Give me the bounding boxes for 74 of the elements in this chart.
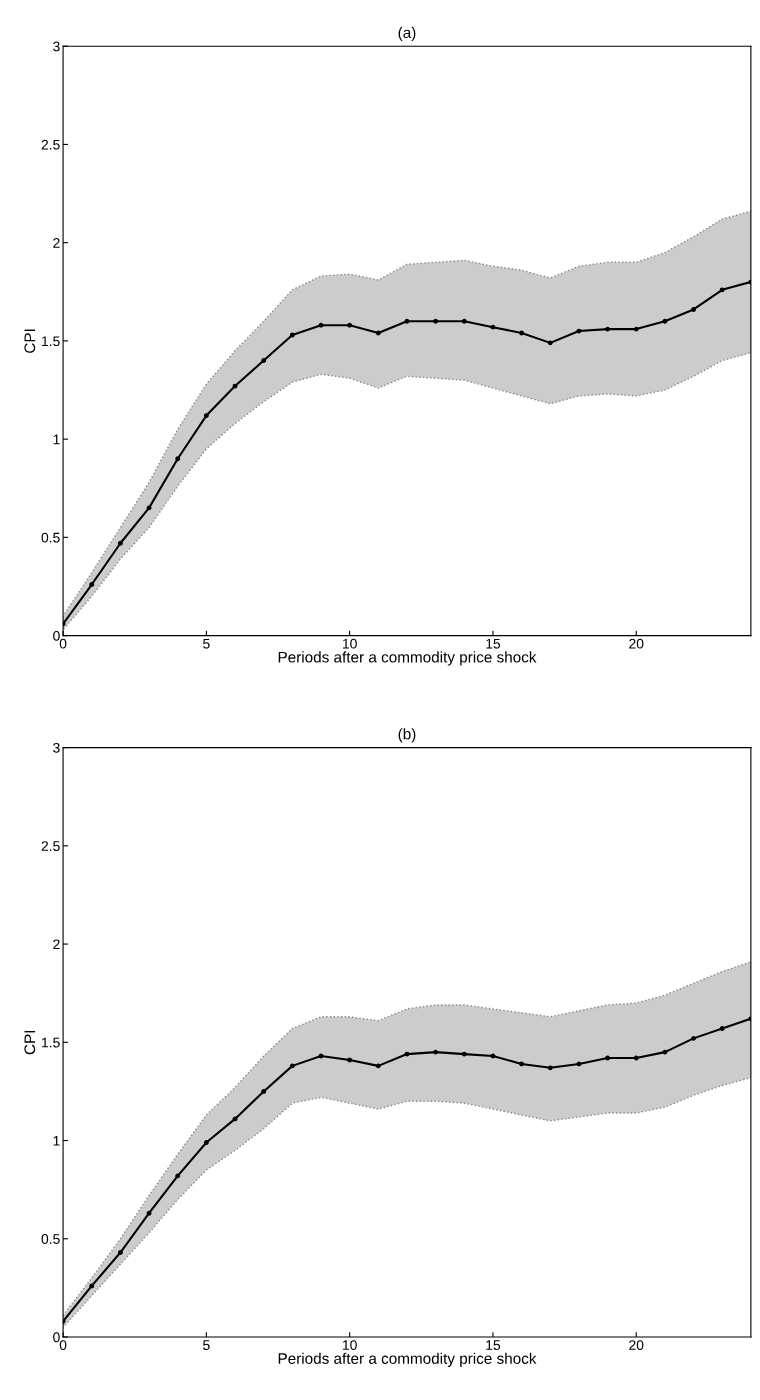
point (662, 318, 668, 324)
point (404, 1051, 410, 1057)
point (719, 1026, 725, 1031)
point (232, 383, 238, 389)
x-tick-label: 10 (343, 638, 357, 649)
point (117, 1250, 123, 1255)
point (633, 1055, 639, 1061)
y-tick-label: 0 (53, 1332, 60, 1343)
y-tick-label: 0 (53, 630, 60, 641)
point (375, 330, 381, 336)
point (691, 307, 696, 312)
point (203, 1140, 209, 1145)
point (261, 358, 267, 363)
x-tick-label: 10 (343, 1340, 357, 1350)
point (404, 318, 410, 324)
point (318, 322, 324, 328)
y-tick-label: 3 (53, 41, 60, 52)
point (89, 1283, 95, 1289)
y-tick-label: 1 (53, 1136, 60, 1146)
point (547, 340, 553, 346)
point (117, 540, 123, 546)
y-tick-label: 2.5 (41, 139, 60, 150)
x-tick-label: 5 (203, 638, 210, 649)
chart-title: (a) (398, 26, 416, 42)
x-tick-label: 20 (629, 638, 644, 649)
point (461, 318, 467, 324)
x-tick-label: 15 (486, 638, 501, 649)
y-tick-label: 1.5 (42, 336, 60, 347)
point (633, 326, 639, 332)
point (662, 1049, 668, 1055)
y-tick-label: 0.5 (41, 1234, 60, 1244)
point (490, 1053, 496, 1059)
point (347, 1057, 353, 1063)
point (289, 1063, 295, 1069)
point (605, 1055, 611, 1061)
chart-title: (b) (398, 728, 416, 743)
point (433, 318, 439, 324)
point (89, 582, 95, 587)
point (261, 1088, 267, 1094)
point (605, 326, 611, 332)
y-tick-label: 2 (53, 939, 60, 950)
x-axis-title: Periods after a commodity price shock (278, 1352, 537, 1367)
y-tick-label: 2.5 (41, 841, 60, 851)
y-tick-label: 0.5 (41, 532, 60, 543)
point (175, 456, 181, 462)
x-tick-label: 5 (203, 1340, 210, 1350)
point (576, 328, 582, 334)
y-tick-label: 3 (53, 742, 60, 753)
x-tick-label: 20 (629, 1340, 644, 1350)
point (232, 1116, 238, 1122)
y-tick-label: 1.5 (42, 1037, 60, 1048)
point (461, 1051, 467, 1057)
point (691, 1035, 696, 1041)
point (719, 287, 725, 293)
point (519, 1061, 525, 1067)
point (547, 1065, 553, 1071)
point (433, 1049, 439, 1055)
point (519, 330, 525, 336)
point (490, 324, 496, 330)
x-axis-title: Periods after a commodity price shock (278, 651, 537, 666)
y-tick-label: 1 (53, 434, 60, 445)
x-tick-label: 15 (486, 1340, 501, 1350)
point (175, 1173, 181, 1179)
point (576, 1061, 582, 1067)
point (347, 322, 353, 328)
y-axis-title: CPI (24, 1030, 36, 1055)
point (203, 413, 209, 418)
point (289, 332, 295, 338)
point (146, 505, 152, 511)
y-axis-title: CPI (24, 329, 36, 353)
point (318, 1053, 324, 1059)
y-tick-label: 2 (53, 238, 60, 248)
point (146, 1210, 152, 1216)
point (375, 1063, 381, 1069)
